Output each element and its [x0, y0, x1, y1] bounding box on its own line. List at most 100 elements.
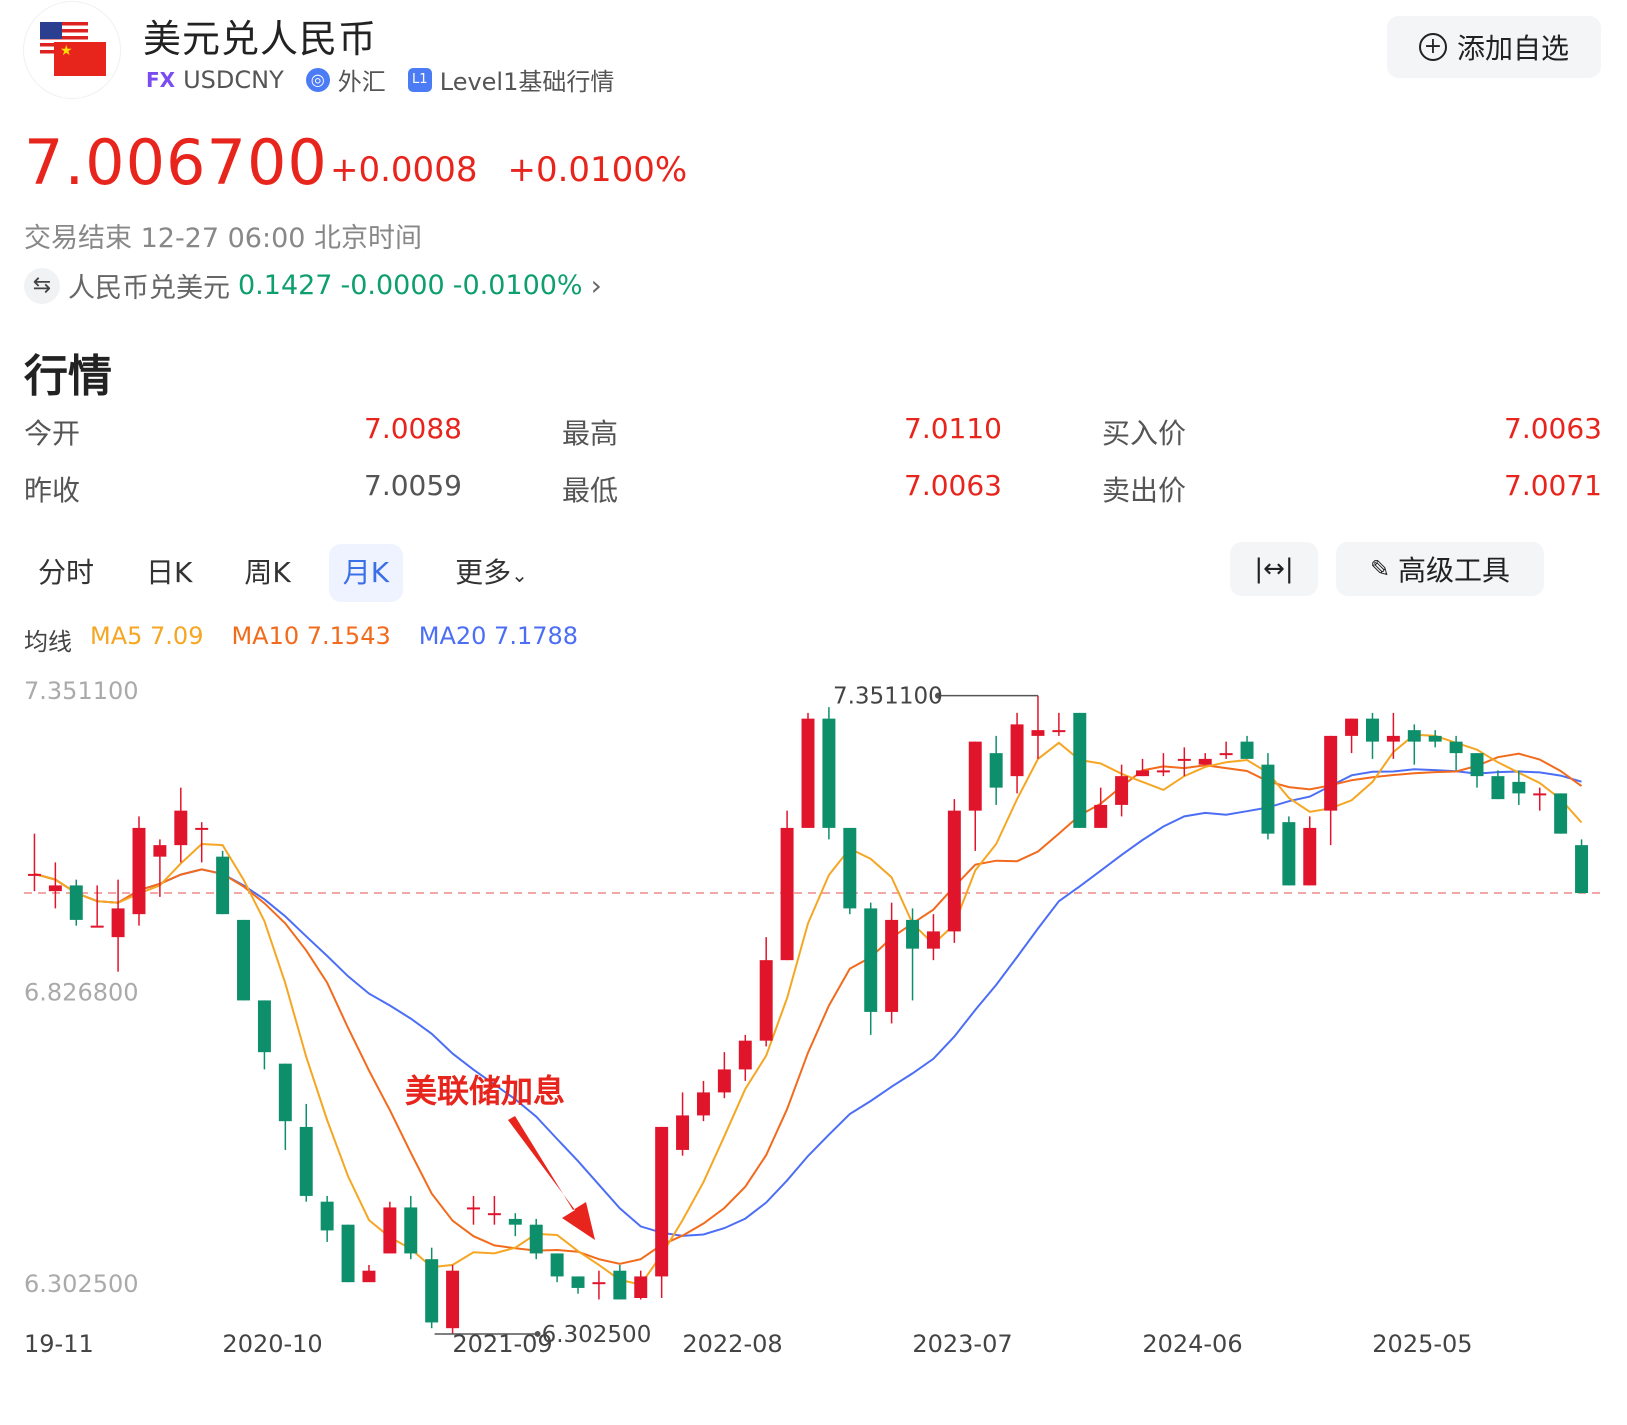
x-tick-label: 2023-07 — [912, 1330, 1012, 1358]
candle-body — [237, 919, 251, 1001]
candle-body — [1449, 741, 1463, 754]
low-label: 最低 — [562, 474, 619, 507]
candle-body — [1512, 781, 1526, 794]
add-watchlist-label: 添加自选 — [1456, 32, 1569, 65]
candle-body — [487, 1213, 501, 1216]
x-tick-label: 2025-05 — [1372, 1330, 1472, 1358]
annotation-arrow — [508, 1116, 595, 1240]
candle-body — [1052, 730, 1066, 733]
advanced-tools-button[interactable]: ✎ 高级工具 — [1336, 542, 1544, 596]
candle-body — [257, 1000, 271, 1053]
candle-body — [132, 827, 146, 915]
low-value: 7.0063 — [904, 469, 1002, 502]
candle-body — [717, 1069, 731, 1093]
candle-body — [676, 1115, 690, 1150]
candle-body — [1219, 753, 1233, 756]
fit-width-button[interactable]: |↔| — [1230, 542, 1318, 596]
stats-row-1: 今开 7.0088 最高 7.0110 买入价 7.0063 — [24, 412, 1602, 452]
inverse-label: 人民币兑美元 — [68, 273, 230, 304]
candle-body — [195, 827, 209, 830]
candle-body — [1533, 793, 1547, 796]
tab-daily[interactable]: 日K — [146, 556, 193, 589]
candle-body — [550, 1253, 564, 1277]
inverse-quote-link[interactable]: ⇆ 人民币兑美元 0.1427 -0.0000 -0.0100% › — [24, 266, 602, 305]
candle-body — [906, 919, 920, 949]
tools-icon: ✎ — [1369, 555, 1391, 583]
candle-body — [885, 919, 899, 1012]
inverse-price: 0.1427 — [238, 270, 333, 301]
tab-monthly[interactable]: 月K — [328, 544, 404, 602]
expand-horizontal-icon: |↔| — [1254, 554, 1294, 584]
min-price-label: 6.302500 — [542, 1322, 652, 1348]
y-tick-label: 6.302500 — [24, 1270, 139, 1298]
x-tick-label: 2022-08 — [682, 1330, 782, 1358]
ma10-legend: MA10 7.1543 — [231, 622, 391, 650]
tag-row: FX USDCNY ◎ 外汇 L1 Level1基础行情 — [146, 62, 614, 97]
bid-value: 7.0063 — [1504, 412, 1602, 445]
tab-more[interactable]: 更多⌄ — [441, 544, 542, 602]
swap-icon: ⇆ — [24, 267, 60, 304]
level-text: Level1基础行情 — [439, 68, 615, 96]
page-title: 美元兑人民币 — [143, 17, 378, 61]
candle-body — [1115, 776, 1129, 805]
period-tabs: 分时 日K 周K 月K 更多⌄ — [24, 544, 566, 602]
candle-body — [780, 827, 794, 961]
candle-body — [341, 1224, 355, 1283]
prev-close-label: 昨收 — [24, 474, 81, 507]
candle-body — [27, 873, 41, 876]
min-marker-dot — [534, 1330, 541, 1337]
candle-body — [69, 885, 83, 920]
candle-body — [571, 1276, 585, 1288]
candle-body — [1575, 845, 1589, 894]
candle-body — [48, 885, 62, 892]
candle-body — [1554, 793, 1568, 834]
x-tick-label: 19-11 — [24, 1330, 94, 1358]
tab-intraday[interactable]: 分时 — [38, 556, 95, 589]
candle-body — [1282, 822, 1296, 886]
currency-pair-logo: ★ — [24, 2, 120, 98]
change-percent: +0.0100% — [507, 150, 688, 190]
open-label: 今开 — [24, 417, 81, 450]
candle-body — [1345, 718, 1359, 736]
candle-body — [153, 845, 167, 857]
change-value: +0.0008 — [330, 150, 478, 190]
candle-body — [1407, 730, 1421, 742]
candle-body — [299, 1126, 313, 1196]
candle-body — [801, 718, 815, 828]
candle-body — [1261, 764, 1275, 834]
candle-body — [843, 827, 857, 909]
tab-weekly[interactable]: 周K — [244, 556, 291, 589]
max-price-label: 7.351100 — [833, 684, 943, 710]
candle-body — [404, 1207, 418, 1254]
candle-body — [446, 1270, 460, 1329]
advanced-tools-label: 高级工具 — [1398, 554, 1511, 587]
market-tag[interactable]: ◎ 外汇 — [305, 62, 386, 97]
candle-body — [1365, 718, 1379, 742]
prev-close-value: 7.0059 — [364, 469, 462, 502]
add-watchlist-button[interactable]: + 添加自选 — [1387, 16, 1601, 78]
ma-legend-label: 均线 — [24, 628, 72, 656]
candle-body — [989, 753, 1003, 788]
candle-body — [634, 1276, 648, 1298]
ma5-line — [34, 733, 1583, 1286]
candle-body — [111, 908, 125, 938]
candle-body — [383, 1207, 397, 1254]
high-value: 7.0110 — [904, 412, 1002, 445]
candle-body — [1073, 712, 1087, 828]
cn-flag-icon: ★ — [54, 42, 106, 76]
stats-row-2: 昨收 7.0059 最低 7.0063 卖出价 7.0071 — [24, 469, 1602, 509]
candle-body — [1094, 804, 1108, 828]
symbol-text: USDCNY — [183, 65, 284, 94]
level-tag[interactable]: L1 Level1基础行情 — [407, 62, 615, 97]
candle-body — [1491, 776, 1505, 800]
x-tick-label: 2024-06 — [1142, 1330, 1242, 1358]
candle-body — [1303, 827, 1317, 886]
inverse-change: -0.0000 — [340, 270, 445, 301]
ma20-line — [34, 768, 1582, 1237]
level-icon: L1 — [407, 67, 432, 92]
bid-label: 买入价 — [1102, 417, 1187, 450]
candle-body — [759, 960, 773, 1041]
candle-body — [822, 718, 836, 828]
x-tick-label: 2020-10 — [222, 1330, 322, 1358]
